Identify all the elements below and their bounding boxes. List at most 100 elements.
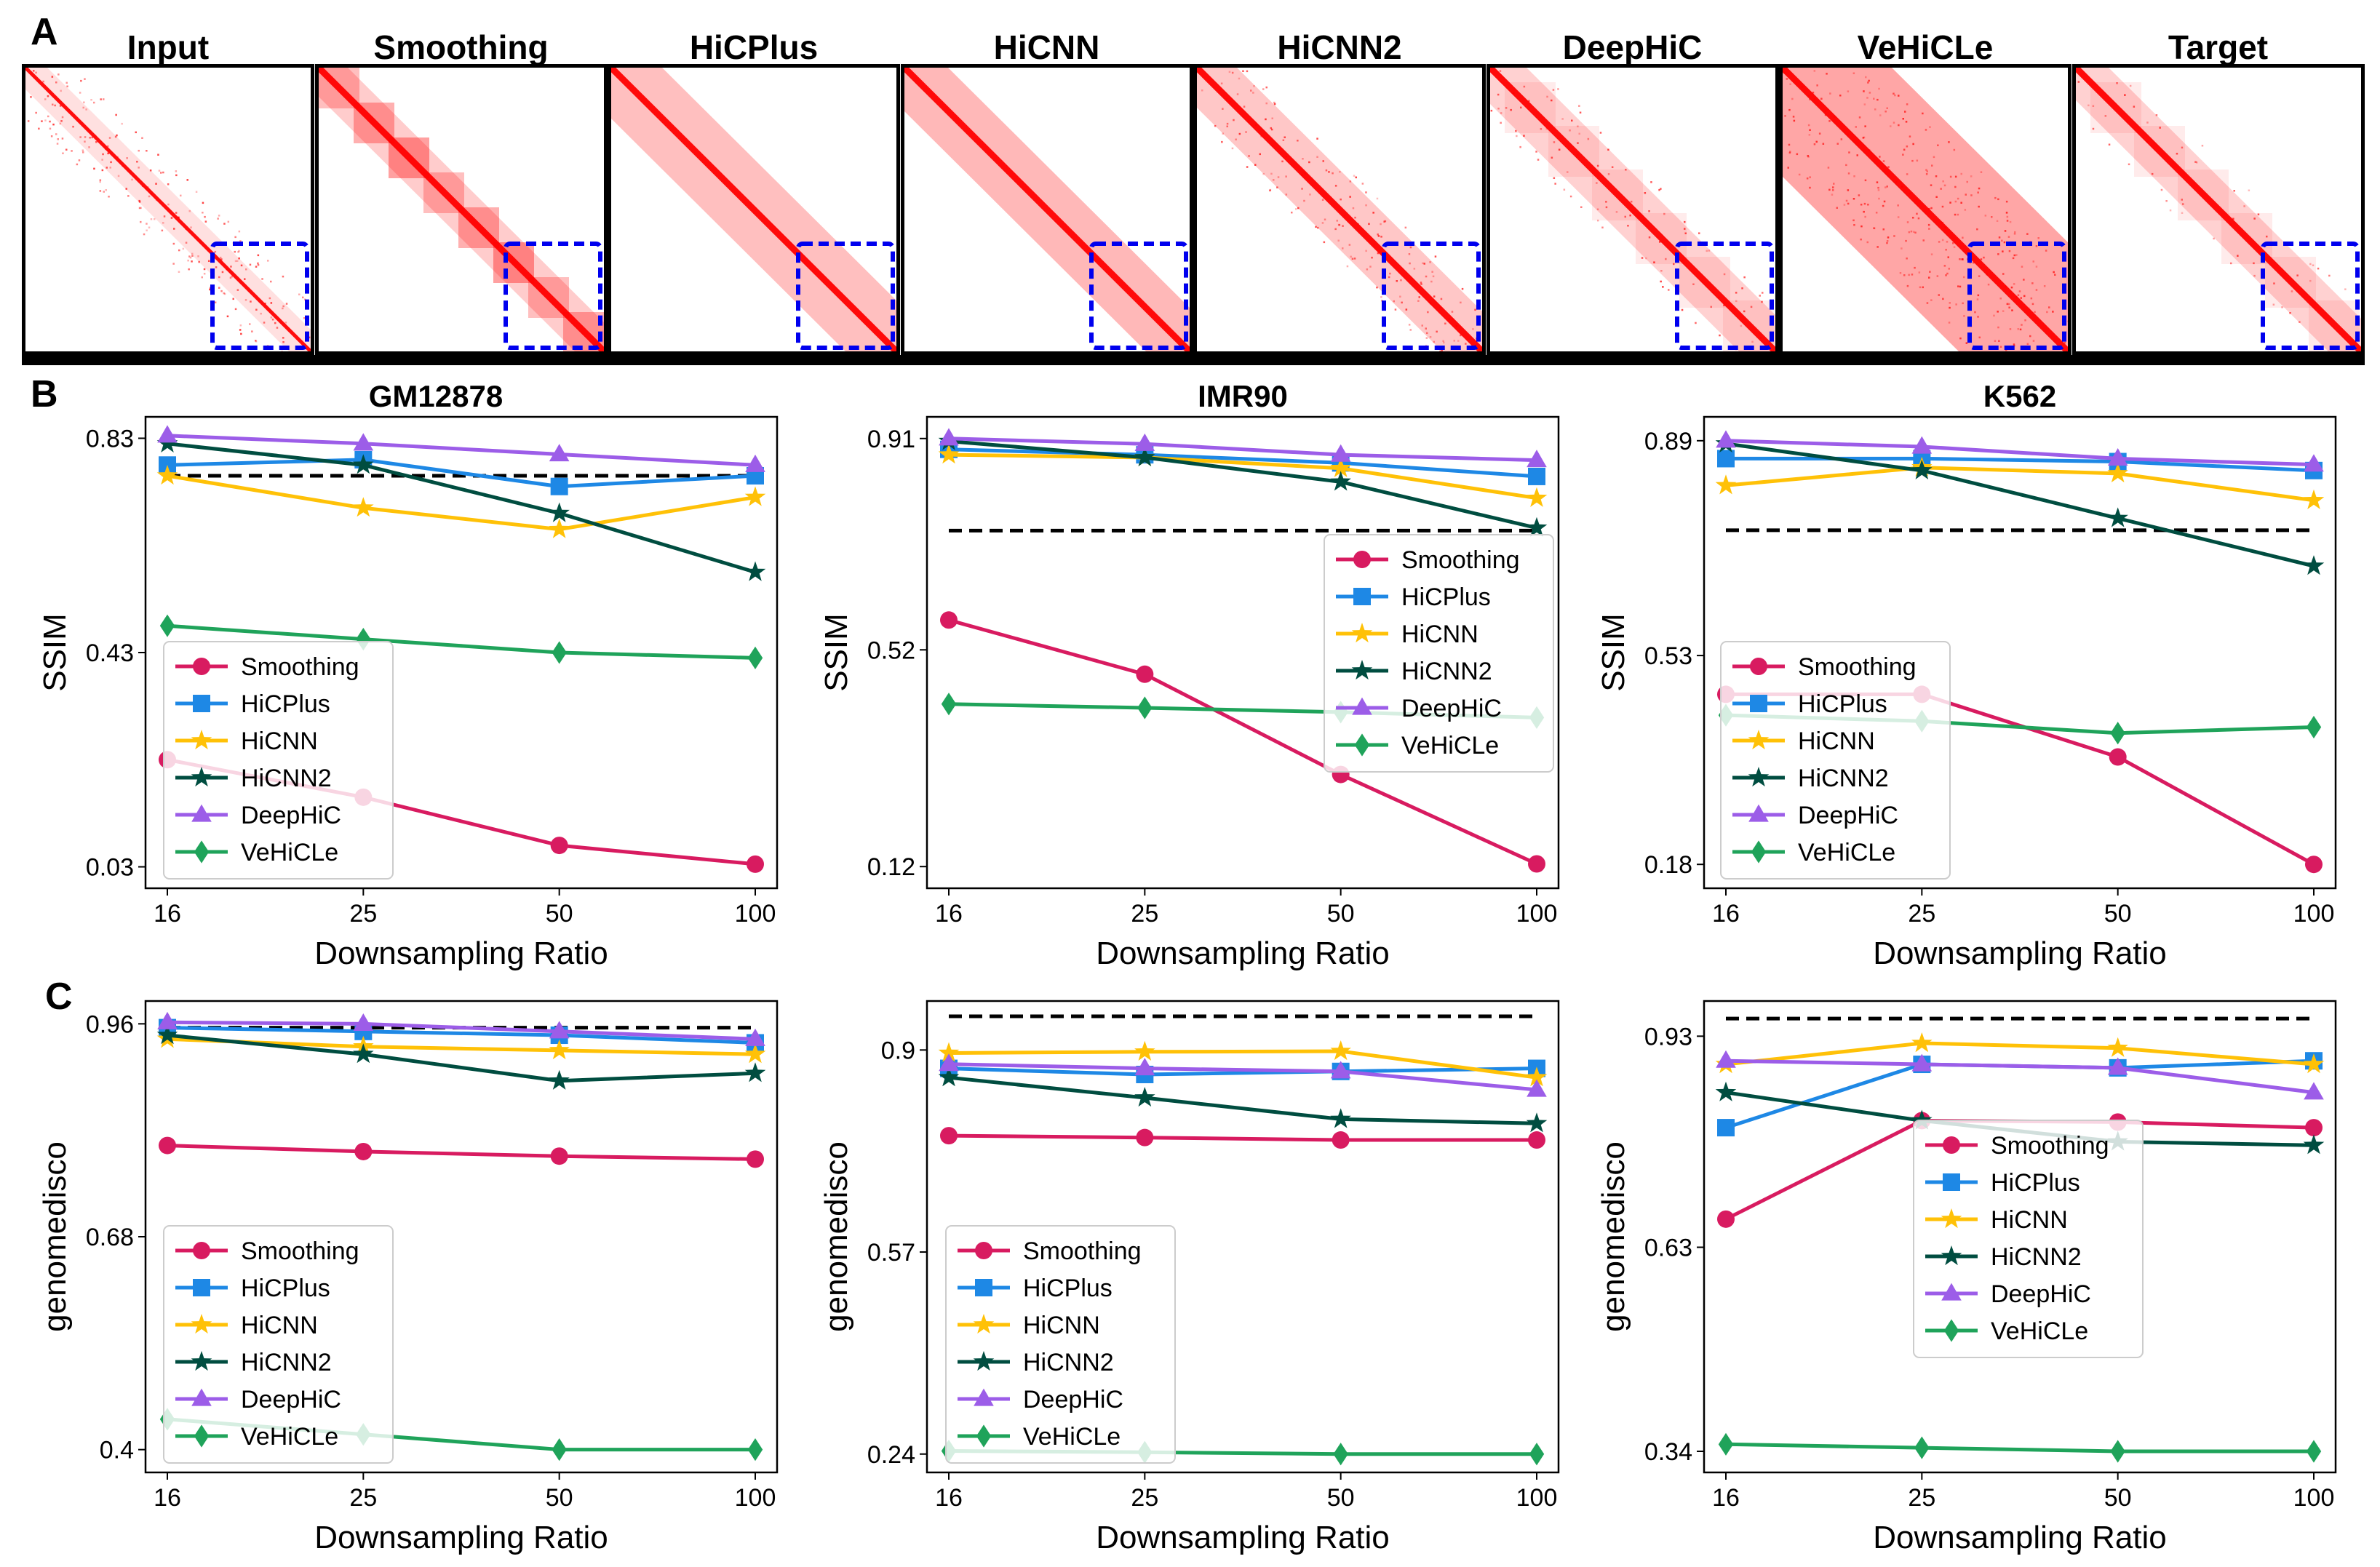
c-k562-xtick-label: 25 <box>1908 1484 1935 1512</box>
b-gm12878-legend-marker-hicnn2 <box>191 767 212 787</box>
b-gm12878-line-hicplus <box>167 458 756 489</box>
c-gm12878-legend-marker-hicnn2 <box>191 1351 212 1371</box>
b-k562-axes-frame <box>1703 415 2337 890</box>
c-imr90-point-hicnn2 <box>938 1066 960 1087</box>
b-imr90-point-hicnn <box>1526 487 1548 507</box>
c-k562-point-smoothing <box>1717 1210 1735 1228</box>
c-k562-xlabel: Downsampling Ratio <box>1873 1520 2167 1555</box>
b-imr90-axes-frame <box>926 415 1560 890</box>
b-gm12878-point-vehicle <box>159 614 175 637</box>
c-k562-legend-box <box>1913 1120 2144 1358</box>
b-gm12878-point-deephic <box>353 433 374 451</box>
heatmap-title-smoothing: Smoothing <box>373 28 549 66</box>
heatmap-title-hicnn: HiCNN <box>993 28 1100 66</box>
b-gm12878-legend-label-hicnn2: HiCNN2 <box>241 765 332 792</box>
b-k562-legend-label-vehicle: VeHiCLe <box>1798 839 1895 866</box>
c-gm12878-legend-label-hicnn: HiCNN <box>241 1312 318 1339</box>
b-k562-xtick-label: 16 <box>1712 900 1740 928</box>
c-k562-line-deephic <box>1725 1058 2315 1095</box>
c-k562-xtick-label: 50 <box>2104 1484 2132 1512</box>
b-imr90-line-hicnn <box>948 452 1537 501</box>
c-k562-line-hicnn <box>1725 1041 2315 1066</box>
c-gm12878-line-hicnn <box>167 1037 756 1056</box>
c-k562-ytick-label: 0.34 <box>1644 1438 1692 1466</box>
b-imr90-legend-marker-vehicle <box>1354 733 1370 757</box>
b-gm12878-title: GM12878 <box>369 379 503 413</box>
b-k562-point-hicnn <box>1715 474 1737 495</box>
b-imr90-title: IMR90 <box>1198 379 1288 413</box>
b-k562-point-hicnn2 <box>2107 507 2128 527</box>
heatmap-deephic <box>1486 64 1779 355</box>
c-gm12878-legend-marker-hicnn <box>191 1314 212 1334</box>
c-imr90-xtick-label: 100 <box>1516 1484 1558 1512</box>
b-imr90-xtick-label: 100 <box>1516 900 1558 928</box>
c-k562-legend-label-hicplus: HiCPlus <box>1991 1169 2080 1197</box>
c-imr90-point-smoothing <box>940 1127 958 1145</box>
c-gm12878-point-hicnn <box>549 1039 570 1060</box>
b-imr90-point-hicplus <box>1528 467 1545 485</box>
c-imr90-point-deephic <box>939 1053 959 1072</box>
b-k562-point-hicnn <box>2107 462 2128 483</box>
c-imr90-point-deephic <box>1134 1058 1155 1076</box>
heatmap-vehicle <box>1779 64 2071 355</box>
b-imr90-xtick-label: 25 <box>1131 900 1158 928</box>
c-imr90-point-vehicle <box>1529 1443 1545 1466</box>
c-imr90-point-deephic <box>1527 1079 1547 1097</box>
b-k562-legend-marker-hicplus <box>1750 695 1767 712</box>
c-imr90-point-vehicle <box>1333 1443 1348 1466</box>
heatmap-strip <box>22 64 2365 362</box>
b-gm12878-point-deephic <box>549 444 570 462</box>
c-imr90-legend-box <box>945 1225 1176 1464</box>
b-imr90-point-deephic <box>1330 444 1351 462</box>
b-imr90-legend-box <box>1324 534 1554 773</box>
c-k562-line-hicplus <box>1725 1058 2315 1130</box>
heatmap-title-hicnn2: HiCNN2 <box>1277 28 1402 66</box>
c-gm12878-point-smoothing <box>550 1147 568 1165</box>
b-k562-ytick-label: 0.18 <box>1644 851 1692 879</box>
b-imr90-line-smoothing <box>948 618 1538 866</box>
c-imr90-line-hicplus <box>948 1066 1537 1077</box>
b-gm12878-ytick-label: 0.03 <box>86 854 134 882</box>
c-imr90-legend-marker-hicnn2 <box>973 1351 995 1371</box>
b-k562-legend-label-hicplus: HiCPlus <box>1798 690 1887 718</box>
heatmap-target <box>2071 64 2365 355</box>
c-k562-line-vehicle <box>1725 1442 2314 1454</box>
c-k562-legend-marker-smoothing <box>1943 1136 1960 1154</box>
b-gm12878-point-smoothing <box>550 837 568 855</box>
c-gm12878-legend-label-smoothing: Smoothing <box>241 1237 359 1265</box>
c-gm12878-xtick-label: 50 <box>546 1484 573 1512</box>
c-gm12878-xtick-label: 100 <box>735 1484 776 1512</box>
c-imr90-line-hicnn <box>948 1049 1537 1080</box>
b-gm12878-point-vehicle <box>356 627 371 651</box>
c-gm12878-xtick-label: 25 <box>349 1484 377 1512</box>
b-gm12878-point-deephic <box>745 454 765 472</box>
b-imr90-point-vehicle <box>941 693 957 716</box>
b-gm12878-xtick-label: 25 <box>349 900 377 928</box>
c-k562-point-hicnn <box>2107 1037 2128 1057</box>
b-imr90-point-hicnn <box>1330 457 1351 477</box>
b-k562-legend-marker-hicnn2 <box>1748 767 1770 787</box>
c-imr90-line-deephic <box>948 1062 1537 1092</box>
c-imr90-legend-label-hicnn2: HiCNN2 <box>1023 1349 1114 1376</box>
b-k562-point-hicnn <box>2303 489 2325 509</box>
c-k562-ytick-label: 0.63 <box>1644 1235 1692 1262</box>
c-imr90-legend-marker-smoothing <box>975 1242 992 1259</box>
b-k562-point-hicnn2 <box>2303 555 2325 575</box>
b-gm12878-xtick-label: 50 <box>546 900 573 928</box>
c-k562-point-vehicle <box>1914 1436 1930 1459</box>
b-gm12878-point-deephic <box>157 425 178 443</box>
c-k562-point-deephic <box>1716 1050 1736 1068</box>
c-gm12878-legend-label-deephic: DeepHiC <box>241 1386 341 1414</box>
b-gm12878-point-vehicle <box>747 646 763 669</box>
b-k562-point-deephic <box>1911 436 1933 454</box>
b-k562-legend-marker-hicnn <box>1748 730 1770 750</box>
b-imr90-ytick-label: 0.91 <box>867 426 915 453</box>
c-k562-ytick-label: 0.93 <box>1644 1023 1692 1050</box>
b-k562-xlabel: Downsampling Ratio <box>1873 936 2167 971</box>
c-k562-point-hicnn <box>2303 1053 2325 1074</box>
b-k562-point-deephic <box>1716 430 1736 448</box>
c-imr90-xlabel: Downsampling Ratio <box>1096 1520 1390 1555</box>
c-imr90-legend-marker-hicnn <box>973 1314 995 1334</box>
c-imr90-ytick-label: 0.24 <box>867 1441 915 1469</box>
b-gm12878-legend-marker-smoothing <box>193 658 210 675</box>
